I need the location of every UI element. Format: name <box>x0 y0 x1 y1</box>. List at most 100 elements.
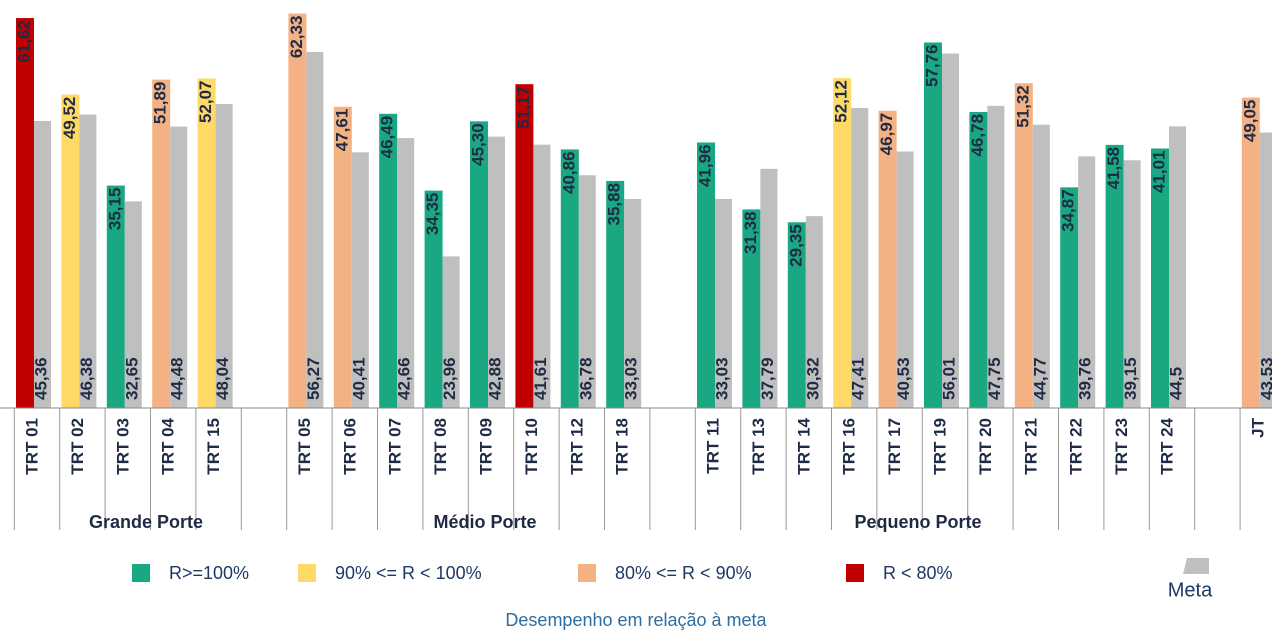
data-label: 41,61 <box>531 357 550 400</box>
group-label: Pequeno Porte <box>854 512 981 532</box>
bar <box>1151 148 1169 409</box>
x-tick-label: TRT 23 <box>1112 418 1131 475</box>
bar <box>560 149 579 409</box>
data-label: 47,41 <box>849 357 868 400</box>
meta-bar <box>942 53 959 409</box>
meta-bar <box>170 126 188 409</box>
meta-bar <box>397 138 415 409</box>
x-tick-label: TRT 18 <box>613 418 632 475</box>
data-label: 37,79 <box>758 357 777 400</box>
data-label: 51,32 <box>1013 85 1032 128</box>
data-label: 40,86 <box>559 151 578 194</box>
x-tick-label: TRT 05 <box>295 418 314 475</box>
x-tick-label: TRT 16 <box>840 418 859 475</box>
data-label: 31,38 <box>741 211 760 254</box>
data-label: 61,62 <box>14 20 33 63</box>
data-label: 62,33 <box>287 16 306 59</box>
data-label: 35,88 <box>605 183 624 226</box>
x-tick-label: TRT 06 <box>340 418 359 475</box>
bar <box>787 222 806 408</box>
data-label: 23,96 <box>440 357 459 400</box>
meta-bar <box>1123 160 1141 408</box>
data-label: 32,65 <box>122 357 141 400</box>
data-label: 42,88 <box>485 357 504 400</box>
data-label: 49,52 <box>60 97 79 140</box>
bar <box>470 121 488 408</box>
data-label: 47,61 <box>332 109 351 152</box>
legend-title: Desempenho em relação à meta <box>505 610 767 630</box>
legend-label: R>=100% <box>169 563 249 583</box>
data-label: 41,58 <box>1104 147 1123 190</box>
bar <box>288 13 307 409</box>
data-label: 29,35 <box>786 224 805 267</box>
x-tick-label: TRT 22 <box>1067 418 1086 475</box>
data-label: 39,76 <box>1076 357 1095 400</box>
meta-bar <box>1169 126 1186 408</box>
legend-label: 80% <= R < 90% <box>615 563 752 583</box>
x-tick-label: TRT 20 <box>976 418 995 475</box>
x-tick-label: TRT 24 <box>1157 417 1176 474</box>
legend-label: R < 80% <box>883 563 953 583</box>
group-label: Médio Porte <box>433 512 536 532</box>
meta-bar <box>1078 156 1096 408</box>
x-tick-label: TRT 11 <box>703 418 722 474</box>
meta-bar <box>124 201 142 408</box>
x-tick-label: TRT 14 <box>794 417 813 474</box>
data-label: 41,01 <box>1149 150 1168 193</box>
data-label: 56,27 <box>304 357 323 400</box>
data-label: 52,12 <box>832 80 851 123</box>
data-label: 51,17 <box>514 86 533 129</box>
x-tick-label: TRT 12 <box>567 418 586 475</box>
data-label: 39,15 <box>1121 357 1140 400</box>
bar <box>379 113 398 408</box>
x-tick-label: TRT 08 <box>431 418 450 475</box>
data-label: 49,05 <box>1240 100 1259 143</box>
bar <box>16 18 34 408</box>
meta-bar <box>351 152 369 408</box>
legend-label: Meta <box>1168 579 1213 601</box>
bar <box>424 190 443 408</box>
legend-label: 90% <= R < 100% <box>335 563 482 583</box>
x-tick-label: TRT 04 <box>159 417 178 474</box>
x-tick-label: TRT 21 <box>1021 418 1040 475</box>
meta-bar <box>533 144 551 409</box>
data-label: 51,89 <box>151 82 170 125</box>
data-label: 44,48 <box>168 357 187 400</box>
x-tick-label: TRT 07 <box>386 418 405 475</box>
bar <box>515 84 534 408</box>
data-label: 52,07 <box>196 80 215 123</box>
x-tick-label: TRT 01 <box>22 418 41 475</box>
meta-bar <box>488 136 505 408</box>
x-tick-label: TRT 13 <box>749 418 768 475</box>
data-label: 40,41 <box>349 357 368 400</box>
bar <box>606 180 625 408</box>
x-tick-label: TRT 17 <box>885 418 904 475</box>
data-label: 34,35 <box>423 193 442 236</box>
x-tick-label: TRT 15 <box>204 418 223 475</box>
meta-bar <box>34 120 51 409</box>
data-label: 33,03 <box>712 357 731 400</box>
x-tick-label: TRT 19 <box>930 418 949 475</box>
bar <box>1105 144 1124 408</box>
data-label: 41,96 <box>695 144 714 187</box>
bar <box>742 209 761 408</box>
legend-swatch <box>298 564 316 582</box>
data-label: 34,87 <box>1059 189 1078 232</box>
data-label: 43,53 <box>1257 357 1272 400</box>
meta-bar <box>215 103 233 408</box>
bar <box>969 111 988 409</box>
data-label: 46,78 <box>968 114 987 157</box>
bar <box>833 78 852 408</box>
meta-bar <box>987 105 1005 408</box>
meta-bar <box>442 256 460 408</box>
meta-bar <box>578 175 596 408</box>
data-label: 33,03 <box>622 357 641 400</box>
data-label: 46,38 <box>77 357 96 400</box>
meta-bar <box>715 198 732 408</box>
data-label: 46,97 <box>877 113 896 156</box>
bar <box>197 78 216 408</box>
data-label: 30,32 <box>803 357 822 400</box>
bar <box>924 42 942 409</box>
x-tick-label: TRT 03 <box>113 418 132 475</box>
